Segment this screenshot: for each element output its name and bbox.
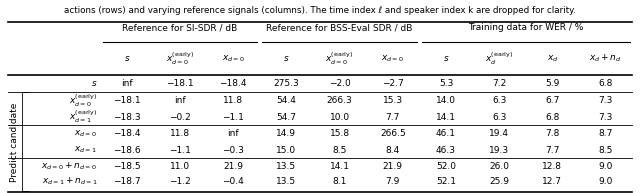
- Text: 15.8: 15.8: [330, 129, 349, 138]
- Text: $x_{d=0}$: $x_{d=0}$: [74, 128, 97, 139]
- Text: −2.7: −2.7: [382, 79, 404, 88]
- Text: 7.2: 7.2: [492, 79, 506, 88]
- Text: $s$: $s$: [283, 54, 290, 63]
- Text: 14.1: 14.1: [330, 162, 349, 171]
- Text: −0.2: −0.2: [169, 113, 191, 122]
- Text: $x_{d=1}+n_{d=1}$: $x_{d=1}+n_{d=1}$: [42, 176, 97, 187]
- Text: 7.3: 7.3: [598, 113, 612, 122]
- Text: $x_{d=0}$: $x_{d=0}$: [222, 53, 244, 64]
- Text: 11.8: 11.8: [170, 129, 190, 138]
- Text: 7.8: 7.8: [545, 129, 559, 138]
- Text: 11.8: 11.8: [223, 96, 243, 105]
- Text: 5.9: 5.9: [545, 79, 559, 88]
- Text: 7.3: 7.3: [598, 96, 612, 105]
- Text: −18.4: −18.4: [220, 79, 247, 88]
- Text: $s$: $s$: [91, 79, 97, 88]
- Text: 10.0: 10.0: [330, 113, 349, 122]
- Text: 266.3: 266.3: [327, 96, 353, 105]
- Text: 5.3: 5.3: [439, 79, 453, 88]
- Text: 15.0: 15.0: [276, 146, 296, 155]
- Text: −18.4: −18.4: [113, 129, 141, 138]
- Text: −18.5: −18.5: [113, 162, 141, 171]
- Text: inf: inf: [174, 96, 186, 105]
- Text: −18.7: −18.7: [113, 177, 141, 186]
- Text: 25.9: 25.9: [489, 177, 509, 186]
- Text: 9.0: 9.0: [598, 162, 612, 171]
- Text: −18.3: −18.3: [113, 113, 141, 122]
- Text: actions (rows) and varying reference signals (columns). The time index ℓ and spe: actions (rows) and varying reference sig…: [64, 6, 576, 15]
- Text: 8.4: 8.4: [386, 146, 400, 155]
- Text: 9.0: 9.0: [598, 177, 612, 186]
- Text: −18.1: −18.1: [113, 96, 141, 105]
- Text: 8.7: 8.7: [598, 129, 612, 138]
- Text: 6.3: 6.3: [492, 113, 506, 122]
- Text: 8.5: 8.5: [332, 146, 347, 155]
- Text: 15.3: 15.3: [383, 96, 403, 105]
- Text: 19.3: 19.3: [489, 146, 509, 155]
- Text: 52.1: 52.1: [436, 177, 456, 186]
- Text: $x_{d=1}^{\rm (early)}$: $x_{d=1}^{\rm (early)}$: [69, 109, 97, 125]
- Text: −0.3: −0.3: [222, 146, 244, 155]
- Text: 12.7: 12.7: [542, 177, 563, 186]
- Text: Training data for WER / %: Training data for WER / %: [468, 23, 584, 32]
- Text: 13.5: 13.5: [276, 162, 296, 171]
- Text: 21.9: 21.9: [383, 162, 403, 171]
- Text: −1.1: −1.1: [222, 113, 244, 122]
- Text: 6.8: 6.8: [598, 79, 612, 88]
- Text: $x_d+n_d$: $x_d+n_d$: [589, 53, 622, 64]
- Text: 13.5: 13.5: [276, 177, 296, 186]
- Text: −1.1: −1.1: [169, 146, 191, 155]
- Text: Predict candidate: Predict candidate: [10, 102, 19, 182]
- Text: 54.7: 54.7: [276, 113, 296, 122]
- Text: 14.9: 14.9: [276, 129, 296, 138]
- Text: 7.7: 7.7: [386, 113, 400, 122]
- Text: 19.4: 19.4: [489, 129, 509, 138]
- Text: $x_{d=1}$: $x_{d=1}$: [74, 145, 97, 155]
- Text: 52.0: 52.0: [436, 162, 456, 171]
- Text: −18.6: −18.6: [113, 146, 141, 155]
- Text: −0.4: −0.4: [222, 177, 244, 186]
- Text: $s$: $s$: [443, 54, 449, 63]
- Text: −2.0: −2.0: [329, 79, 351, 88]
- Text: 7.7: 7.7: [545, 146, 559, 155]
- Text: $x_d$: $x_d$: [547, 53, 558, 64]
- Text: 46.1: 46.1: [436, 129, 456, 138]
- Text: 11.0: 11.0: [170, 162, 190, 171]
- Text: inf: inf: [227, 129, 239, 138]
- Text: $x_{d=0}$: $x_{d=0}$: [381, 53, 404, 64]
- Text: −1.2: −1.2: [169, 177, 191, 186]
- Text: Reference for BSS-Eval SDR / dB: Reference for BSS-Eval SDR / dB: [266, 23, 413, 32]
- Text: 266.5: 266.5: [380, 129, 406, 138]
- Text: 14.0: 14.0: [436, 96, 456, 105]
- Text: $x_{d=0}^{\rm (early)}$: $x_{d=0}^{\rm (early)}$: [69, 93, 97, 109]
- Text: $x_{d=0}+n_{d=0}$: $x_{d=0}+n_{d=0}$: [42, 161, 97, 172]
- Text: 54.4: 54.4: [276, 96, 296, 105]
- Text: 14.1: 14.1: [436, 113, 456, 122]
- Text: $x_d^{\rm (early)}$: $x_d^{\rm (early)}$: [485, 51, 513, 67]
- Text: 26.0: 26.0: [489, 162, 509, 171]
- Text: $x_{d=0}^{\rm (early)}$: $x_{d=0}^{\rm (early)}$: [166, 51, 194, 67]
- Text: inf: inf: [121, 79, 132, 88]
- Text: $x_{d=0}^{\rm (early)}$: $x_{d=0}^{\rm (early)}$: [326, 51, 354, 67]
- Text: 6.3: 6.3: [492, 96, 506, 105]
- Text: 46.3: 46.3: [436, 146, 456, 155]
- Text: −18.1: −18.1: [166, 79, 194, 88]
- Text: 6.7: 6.7: [545, 96, 559, 105]
- Text: $s$: $s$: [124, 54, 130, 63]
- Text: 6.8: 6.8: [545, 113, 559, 122]
- Text: 7.9: 7.9: [386, 177, 400, 186]
- Text: 8.1: 8.1: [332, 177, 347, 186]
- Text: 275.3: 275.3: [273, 79, 300, 88]
- Text: 8.5: 8.5: [598, 146, 612, 155]
- Text: 21.9: 21.9: [223, 162, 243, 171]
- Text: Reference for SI-SDR / dB: Reference for SI-SDR / dB: [122, 23, 237, 32]
- Text: 12.8: 12.8: [542, 162, 563, 171]
